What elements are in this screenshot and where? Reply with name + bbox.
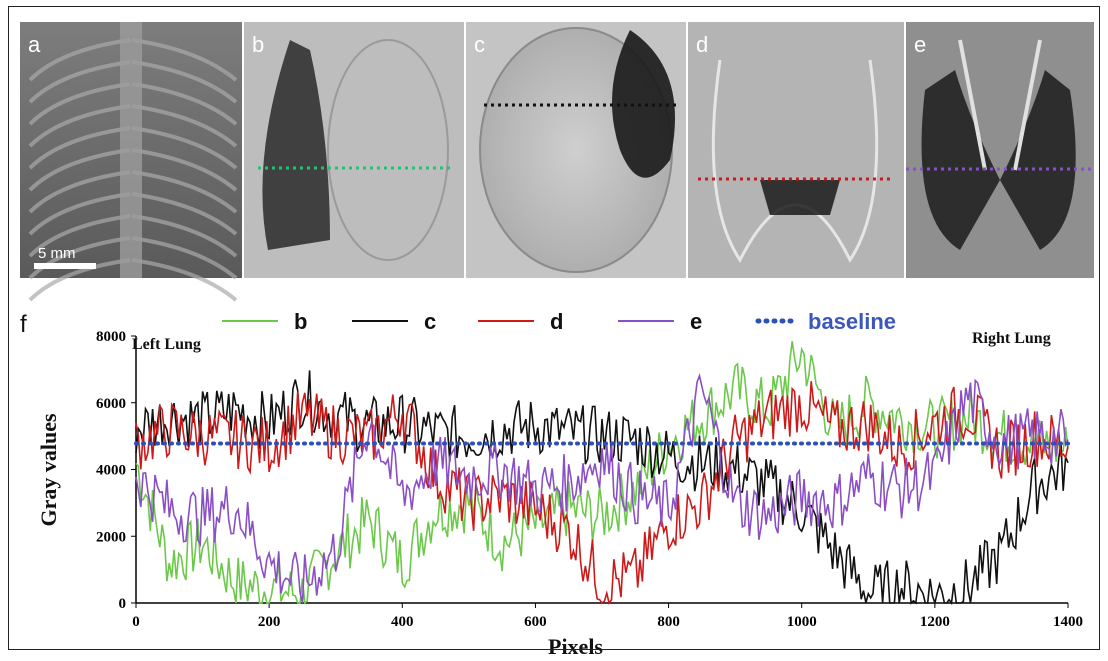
x-tick-label: 800 — [657, 614, 680, 630]
x-tick-label: 1200 — [920, 614, 950, 630]
annotation-right-lung: Right Lung — [972, 330, 1051, 347]
panel-c-lung-shadow — [612, 30, 675, 178]
rib-right — [131, 104, 238, 148]
panel-d-image — [688, 22, 904, 278]
panel-d-label: d — [696, 32, 708, 57]
rib-right — [131, 148, 238, 192]
scale-bar-label: 5 mm — [38, 245, 76, 262]
rib-right — [131, 82, 238, 126]
rib-left — [28, 214, 131, 258]
chart-legend: b c d e baseline — [222, 309, 896, 334]
y-tick-label: 4000 — [96, 463, 126, 479]
legend-label-b: b — [294, 309, 307, 334]
series-d — [135, 381, 1069, 605]
rib-right — [131, 236, 238, 280]
rib-cage — [28, 38, 238, 302]
rib-left — [28, 104, 131, 148]
rib-left — [28, 38, 131, 82]
series-c — [135, 370, 1069, 606]
panel-f-label: f — [20, 311, 27, 338]
profile-chart: f b c d e baseline 0 2000 4000 6000 8000 0 200 400 6… — [20, 309, 1083, 659]
x-tick-label: 200 — [258, 614, 281, 630]
panel-e-highlights — [958, 39, 1042, 171]
rib-left — [28, 170, 131, 214]
rib-left — [28, 60, 131, 104]
legend-label-baseline: baseline — [808, 309, 896, 334]
panel-e-left-shadow — [921, 70, 1000, 250]
y-tick-label: 8000 — [96, 329, 126, 345]
panel-a: a 5 mm — [20, 22, 242, 302]
series-e — [135, 373, 1069, 604]
y-axis-label: Gray values — [36, 413, 61, 526]
x-tick-label: 1400 — [1053, 614, 1083, 630]
rib-right — [131, 192, 238, 236]
x-tick-label: 1000 — [787, 614, 817, 630]
panel-c-label: c — [474, 32, 485, 57]
rib-right — [131, 214, 238, 258]
rib-right — [131, 258, 238, 302]
x-axis-label: Pixels — [548, 634, 603, 656]
plot-area: 0 2000 4000 6000 8000 0 200 400 600 800 1000 1200 14… — [96, 329, 1083, 630]
panel-c: c — [466, 22, 686, 278]
legend-label-e: e — [690, 309, 702, 334]
annotation-left-lung: Left Lung — [132, 336, 201, 353]
panel-d: d — [688, 22, 904, 278]
figure-frame — [8, 6, 1100, 650]
panel-e-right-shadow — [1000, 70, 1076, 250]
x-tick-label: 600 — [524, 614, 547, 630]
legend-label-d: d — [550, 309, 563, 334]
rib-left — [28, 126, 131, 170]
panel-b-lung-shadow — [262, 40, 330, 250]
panel-b-outline — [327, 39, 449, 261]
panel-d-dark-region — [760, 180, 840, 215]
rib-left — [28, 236, 131, 280]
panels-b-to-e: b c d e — [244, 22, 1094, 278]
rib-left — [28, 258, 131, 302]
panel-a-label: a — [28, 32, 41, 57]
rib-right — [131, 126, 238, 170]
rib-right — [131, 60, 238, 104]
y-tick-label: 2000 — [96, 529, 126, 545]
rib-right — [131, 170, 238, 214]
x-tick-label: 0 — [132, 614, 140, 630]
y-tick-label: 0 — [119, 596, 127, 612]
rib-left — [28, 82, 131, 126]
panel-e-label: e — [914, 32, 926, 57]
scale-bar — [34, 263, 96, 269]
spine — [120, 22, 142, 278]
panel-e: e — [906, 22, 1094, 278]
legend-label-c: c — [424, 309, 436, 334]
panel-b-label: b — [252, 32, 264, 57]
panel-b: b — [244, 22, 464, 278]
x-tick-label: 400 — [391, 614, 414, 630]
rib-left — [28, 192, 131, 236]
rib-right — [131, 38, 238, 82]
y-tick-label: 6000 — [96, 396, 126, 412]
rib-left — [28, 148, 131, 192]
